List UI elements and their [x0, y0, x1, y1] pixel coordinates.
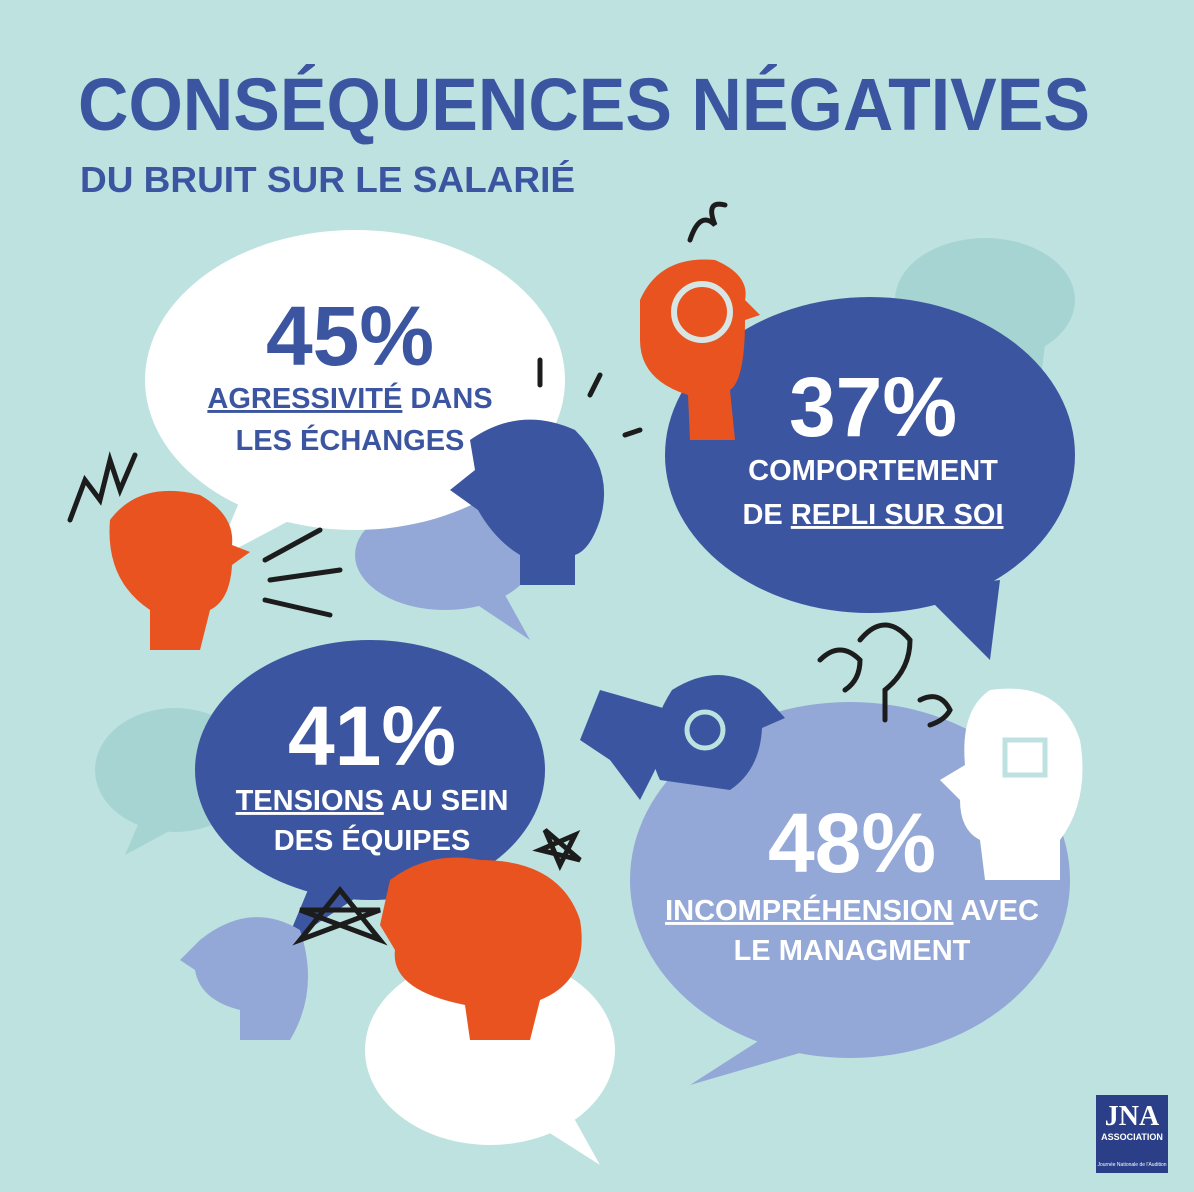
label-segment: REPLI SUR SOI [791, 499, 1004, 531]
label-segment: COMPORTEMENT [748, 455, 998, 487]
stat-label: TENSIONS AU SEIN [236, 785, 509, 817]
subtitle: DU BRUIT SUR LE SALARIÉ [80, 159, 575, 200]
label-segment: AVEC [954, 895, 1039, 927]
stat-label: COMPORTEMENT [748, 455, 998, 487]
stat-label: LE MANAGMENT [734, 935, 971, 967]
stats: 45%AGRESSIVITÉ DANS LES ÉCHANGES 37%COMPOR… [207, 289, 1039, 967]
stat-label: DE REPLI SUR SOI [742, 499, 1003, 531]
logo-sub: ASSOCIATION [1101, 1132, 1163, 1142]
label-segment: TENSIONS [236, 785, 384, 817]
stat-value: 45% [266, 289, 434, 383]
stat-value: 48% [768, 796, 936, 890]
stat-label: INCOMPRÉHENSION AVEC [665, 893, 1039, 927]
label-segment: AU SEIN [384, 785, 509, 817]
decor [67, 201, 1083, 1165]
stat-value: 37% [789, 360, 957, 454]
label-segment: DANS [402, 383, 492, 415]
stat-label: AGRESSIVITÉ DANS [207, 381, 492, 415]
logo-caption: Journée Nationale de l'Audition [1097, 1162, 1166, 1168]
label-segment: LE MANAGMENT [734, 935, 971, 967]
stat-label: DES ÉQUIPES [274, 823, 471, 857]
label-segment: DES ÉQUIPES [274, 823, 471, 857]
stat-value: 41% [288, 689, 456, 783]
title: CONSÉQUENCES NÉGATIVES [78, 63, 1090, 146]
label-segment: INCOMPRÉHENSION [665, 893, 953, 927]
logo: JNA ASSOCIATION Journée Nationale de l'A… [1096, 1095, 1168, 1173]
label-segment: AGRESSIVITÉ [207, 381, 402, 415]
label-segment: LES ÉCHANGES [236, 423, 465, 457]
logo-name: JNA [1105, 1101, 1160, 1132]
label-segment: DE [742, 499, 790, 531]
stat-label: LES ÉCHANGES [236, 423, 465, 457]
